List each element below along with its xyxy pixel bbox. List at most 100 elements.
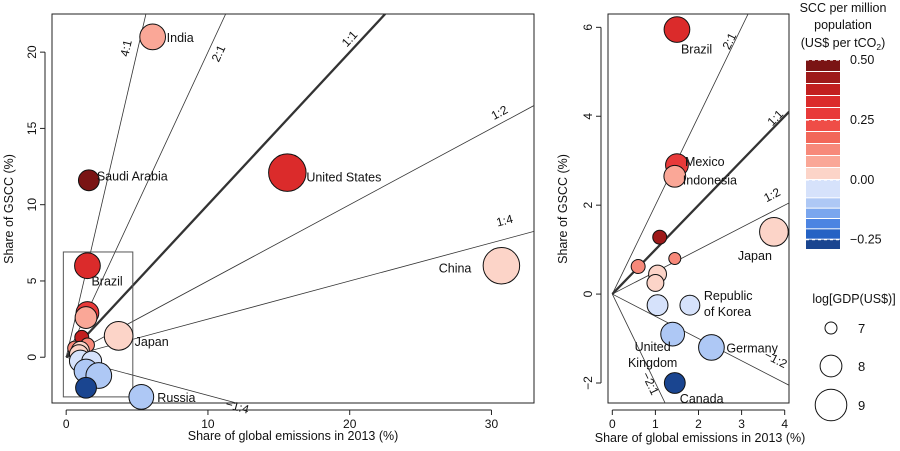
right-y-axis-title: Share of GSCC (%) bbox=[556, 154, 570, 264]
point-label-united-kingdom: United Kingdom bbox=[628, 340, 677, 370]
right-points: Brazil Mexico Indonesia Japan Republic of Kor… bbox=[628, 16, 789, 406]
ratio-label-1-1: 1:1 bbox=[765, 107, 787, 129]
right-x-tick-label: 3 bbox=[738, 417, 745, 431]
colorbar-tick-label: 0.00 bbox=[850, 173, 874, 187]
colorbar-segment bbox=[806, 120, 840, 131]
right-x-tick-label: 4 bbox=[781, 417, 788, 431]
point-label-germany: Germany bbox=[726, 341, 778, 355]
point-unlabeled bbox=[75, 376, 97, 399]
left-y-tick-label: 0 bbox=[25, 354, 39, 361]
colorbar-segment bbox=[806, 60, 840, 71]
ratio-line-1-4 bbox=[66, 230, 534, 358]
colorbar-segment bbox=[806, 219, 840, 229]
left-ratio-lines: 4:1 2:11:11:21:4−1:4 bbox=[65, 14, 534, 417]
left-y-tick-label: 5 bbox=[25, 277, 39, 284]
ratio-label-1-4: −1:4 bbox=[224, 397, 251, 417]
point-label-india: India bbox=[167, 31, 194, 45]
ratio-label-2-1: 2:1 bbox=[719, 30, 739, 51]
point-japan bbox=[103, 321, 134, 351]
ratio-label-2-1: 2:1 bbox=[209, 43, 229, 64]
colorbar-segment bbox=[806, 144, 840, 155]
ratio-line-1-2 bbox=[65, 105, 534, 358]
point-label-saudi-arabia: Saudi Arabia bbox=[97, 169, 168, 183]
right-axes: 0 1 2 3 4 −2 0 2 4 6 bbox=[581, 24, 788, 431]
right-x-tick-label: 2 bbox=[695, 417, 702, 431]
left-y-tick-label: 10 bbox=[25, 198, 39, 212]
colorbar-segment bbox=[806, 198, 840, 208]
right-chart: 2:11:11:2−1:2−2:1 BrazilMexicoIndonesiaJ… bbox=[556, 13, 806, 445]
right-x-axis-title: Share of global emissions in 2013 (%) bbox=[595, 431, 806, 445]
legend: SCC per million population (US$ per tCO2… bbox=[800, 1, 896, 422]
colorbar-title-line-3: (US$ per tCO2) bbox=[801, 36, 886, 52]
size-legend-label: 8 bbox=[858, 359, 865, 374]
point-canada bbox=[663, 372, 686, 394]
colorbar-title-line-2: population bbox=[814, 18, 872, 32]
right-y-tick-label: 4 bbox=[581, 113, 595, 120]
right-y-tick-label: −2 bbox=[581, 376, 595, 390]
point-unlabeled bbox=[668, 252, 682, 266]
ratio-line-2-1 bbox=[611, 293, 666, 403]
left-x-tick-label: 20 bbox=[343, 417, 357, 431]
left-x-axis-title: Share of global emissions in 2013 (%) bbox=[188, 429, 399, 443]
left-x-tick-label: 0 bbox=[63, 417, 70, 431]
point-label-united-states: United States bbox=[306, 171, 381, 185]
point-united-states bbox=[268, 153, 307, 192]
point-japan bbox=[759, 217, 789, 247]
colorbar bbox=[806, 60, 840, 249]
colorbar-segment bbox=[806, 180, 840, 198]
point-label-indonesia: Indonesia bbox=[683, 173, 737, 187]
right-plot-frame bbox=[607, 13, 790, 404]
colorbar-tick-label: 0.25 bbox=[850, 113, 874, 127]
left-inset-box bbox=[62, 251, 134, 398]
point-republic-of-korea bbox=[679, 294, 701, 316]
ratio-label-4-1: 4:1 bbox=[117, 38, 134, 58]
point-germany bbox=[698, 334, 725, 361]
colorbar-segment bbox=[806, 208, 840, 218]
ratio-label-1-4: 1:4 bbox=[495, 212, 515, 230]
size-legend: 7 8 9 bbox=[814, 321, 865, 422]
right-x-tick-label: 1 bbox=[652, 417, 659, 431]
ratio-label-2-1: −2:1 bbox=[639, 370, 662, 398]
colorbar-segment bbox=[806, 84, 840, 95]
point-brazil bbox=[74, 252, 101, 280]
point-united-kingdom bbox=[660, 321, 686, 347]
size-legend-title: log[GDP(US$)] bbox=[812, 292, 895, 306]
point-unlabeled bbox=[630, 259, 646, 274]
ratio-line-1-2 bbox=[612, 202, 789, 295]
colorbar-segment bbox=[806, 96, 840, 107]
point-label-brazil: Brazil bbox=[681, 43, 712, 57]
colorbar-segment bbox=[806, 239, 840, 249]
point-label-japan: Japan bbox=[738, 249, 772, 263]
ratio-line-4-1 bbox=[65, 14, 147, 358]
point-brazil bbox=[663, 16, 691, 43]
colorbar-segment bbox=[806, 132, 840, 143]
left-ratio-line-group bbox=[65, 14, 534, 403]
inset-rectangle bbox=[62, 251, 134, 398]
left-x-tick-label: 30 bbox=[485, 417, 499, 431]
ratio-line-2-1 bbox=[65, 14, 227, 358]
point-label-russia: Russia bbox=[157, 391, 195, 405]
colorbar-segment bbox=[806, 168, 840, 179]
point-saudi-arabia bbox=[77, 169, 100, 192]
size-legend-circle bbox=[824, 321, 838, 335]
size-legend-label: 7 bbox=[858, 321, 865, 336]
right-x-tick-label: 0 bbox=[609, 417, 616, 431]
left-y-axis-title: Share of GSCC (%) bbox=[2, 154, 16, 264]
colorbar-segment bbox=[806, 229, 840, 239]
size-legend-label: 9 bbox=[858, 398, 865, 413]
left-y-tick-label: 20 bbox=[25, 45, 39, 59]
ratio-label-1-2: 1:2 bbox=[761, 185, 783, 205]
left-axes: 0 10 20 30 0 5 10 15 20 bbox=[25, 45, 498, 431]
point-label-mexico: Mexico bbox=[685, 155, 725, 169]
left-plot-frame bbox=[51, 13, 535, 404]
point-unlabeled bbox=[646, 274, 665, 292]
point-label-brazil: Brazil bbox=[91, 275, 122, 289]
point-indonesia bbox=[663, 164, 687, 188]
point-label-republic-of-korea: Republic of Korea bbox=[704, 289, 753, 319]
left-x-tick-label: 10 bbox=[201, 417, 215, 431]
point-russia bbox=[128, 384, 155, 410]
right-y-tick-label: 2 bbox=[581, 202, 595, 209]
point-label-canada: Canada bbox=[680, 392, 724, 406]
